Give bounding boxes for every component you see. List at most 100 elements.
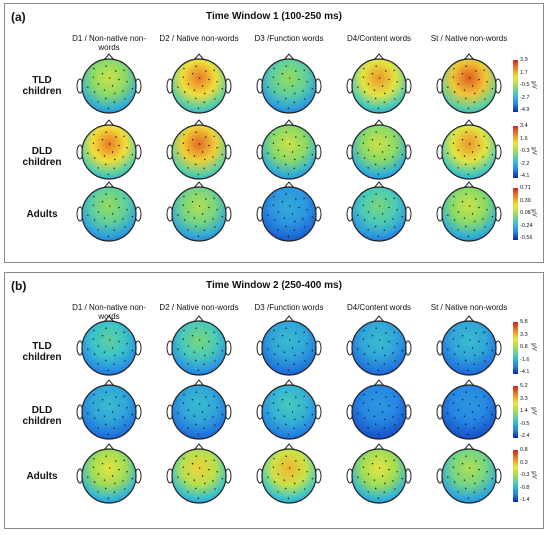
colorbar-tick-label: 0.8 (520, 344, 528, 350)
electrode-dot (193, 155, 196, 157)
electrode-dot (87, 476, 89, 478)
electrode-dot (285, 163, 287, 166)
electrode-dot (103, 155, 106, 157)
unit-label: μV (530, 147, 537, 155)
electrode-dot (203, 363, 206, 366)
colorbar-tick-label: -0.24 (520, 222, 533, 229)
electrode-dot (113, 491, 116, 494)
electrode-dot (97, 101, 99, 103)
column-header-st: St / Native non-words (430, 34, 508, 43)
electrode-dot (482, 218, 484, 220)
electrode-dot (473, 229, 476, 232)
electrode-dot (473, 167, 476, 170)
electrode-dot (126, 343, 128, 345)
electrode-dot (377, 173, 380, 176)
electrode-dot (363, 219, 366, 221)
electrode-dot (357, 348, 359, 350)
row-label-adults: Adults (26, 471, 58, 482)
electrode-dot (113, 427, 116, 430)
electrode-dot (221, 153, 224, 156)
electrode-dot (213, 331, 215, 334)
electrode-dot (381, 213, 384, 215)
electrode-dot (183, 481, 186, 483)
electrode-dot (204, 354, 206, 357)
scalp-map (171, 58, 227, 114)
electrode-dot (378, 403, 381, 405)
colorbar-tick-label: 0.3 (520, 459, 528, 466)
electrode-dot (193, 351, 196, 353)
electrode-dot (93, 91, 96, 93)
row-label-tld: TLD children (22, 341, 62, 363)
scalp-map (351, 186, 407, 242)
electrode-dot (212, 352, 214, 354)
electrode-dot (122, 90, 124, 92)
electrode-dot (362, 76, 365, 78)
electrode-dot (272, 142, 275, 144)
electrode-dot (123, 395, 125, 398)
electrode-dot (213, 197, 215, 200)
electrode-dot (468, 205, 471, 207)
electrode-dot (473, 491, 476, 494)
electrode-dot (473, 101, 476, 104)
unit-label: μV (530, 471, 537, 479)
electrode-dot (111, 213, 114, 215)
electrode-dot (311, 477, 314, 480)
electrode-dot (378, 467, 381, 469)
electrode-dot (124, 226, 126, 228)
electrode-dot (108, 403, 111, 405)
colorbar-tick-label: 1.6 (520, 135, 528, 142)
scalp-map (441, 320, 497, 376)
column-header-d3: D3 /Function words (254, 34, 324, 43)
colorbar-tick-label: 5.8 (520, 319, 528, 325)
scalp-map (261, 448, 317, 504)
electrode-dot (123, 197, 125, 200)
electrode-dot (465, 391, 467, 393)
electrode-dot (187, 491, 189, 493)
electrode-dot (463, 415, 466, 417)
electrode-dot (201, 85, 204, 87)
electrode-dot (388, 144, 390, 147)
electrode-dot (373, 351, 376, 353)
electrode-dot (283, 89, 286, 91)
electrode-dot (371, 139, 374, 141)
electrode-dot (478, 144, 480, 147)
electrode-dot (267, 476, 269, 478)
electrode-dot (123, 459, 125, 462)
electrode-dot (114, 418, 116, 421)
electrode-dot (467, 497, 470, 500)
electrode-dot (298, 404, 300, 407)
topo-map-a-r1-c0 (76, 119, 142, 180)
electrode-dot (392, 352, 394, 354)
electrode-dot (97, 409, 100, 411)
electrode-dot (294, 354, 296, 357)
electrode-dot (393, 331, 395, 334)
electrode-dot (478, 340, 480, 343)
electrode-dot (208, 144, 210, 147)
electrode-dot (288, 205, 291, 207)
electrode-dot (187, 363, 189, 365)
electrode-dot (293, 167, 296, 170)
colorbar-tick-label: -0.5 (520, 82, 530, 88)
electrode-dot (115, 332, 117, 334)
electrode-dot (302, 352, 304, 354)
topo-map-b-r2-c1 (166, 443, 232, 504)
electrode-dot (283, 155, 286, 157)
electrode-dot (193, 217, 196, 219)
topo-map-b-r0-c4 (436, 315, 502, 376)
electrode-dot (482, 352, 484, 354)
electrode-dot (467, 235, 470, 238)
electrode-dot (113, 229, 116, 232)
electrode-dot (93, 157, 96, 159)
electrode-dot (291, 347, 294, 349)
electrode-dot (208, 340, 210, 343)
electrode-dot (468, 339, 471, 341)
electrode-dot (101, 399, 104, 401)
electrode-dot (465, 487, 467, 490)
electrode-dot (475, 396, 477, 398)
electrode-dot (92, 76, 95, 78)
electrode-dot (311, 87, 314, 90)
electrode-dot (198, 339, 201, 341)
topo-map-b-r2-c3 (346, 443, 412, 504)
electrode-dot (453, 481, 456, 483)
nose-shape (463, 181, 475, 189)
